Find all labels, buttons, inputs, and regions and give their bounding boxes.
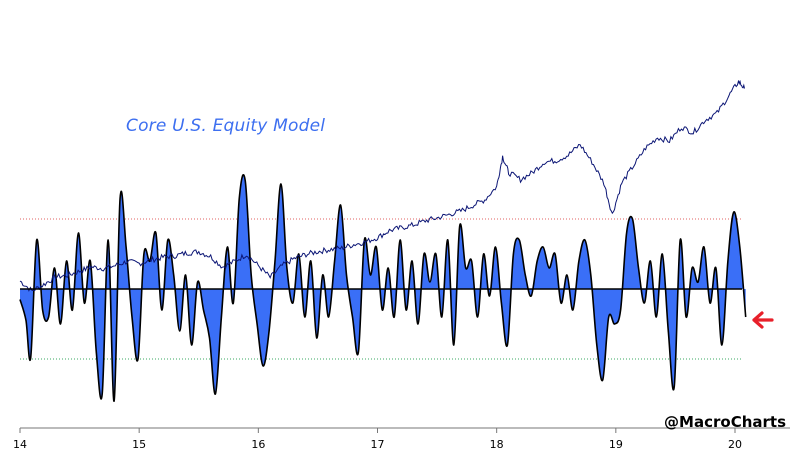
oscillator-fill [20, 174, 746, 402]
current-reading-marker [752, 311, 774, 329]
x-tick-label: 14 [13, 438, 27, 450]
red-left-arrow-icon [752, 311, 774, 329]
index-line-path [19, 79, 745, 292]
x-tick-label: 19 [609, 438, 623, 450]
x-tick-label: 17 [371, 438, 385, 450]
threshold-lines [20, 218, 742, 360]
oscillator-area [19, 174, 747, 402]
x-axis: 14 15 16 17 18 19 20 [13, 427, 790, 450]
x-tick-label: 20 [728, 438, 742, 450]
x-tick-label: 16 [251, 438, 265, 450]
chart-title: Core U.S. Equity Model [126, 116, 326, 136]
x-tick-label: 15 [132, 438, 146, 450]
index-line [19, 79, 745, 292]
credit-label: @MacroCharts [664, 413, 786, 431]
oscillator-outline [19, 174, 747, 402]
x-tick-label: 18 [490, 438, 504, 450]
